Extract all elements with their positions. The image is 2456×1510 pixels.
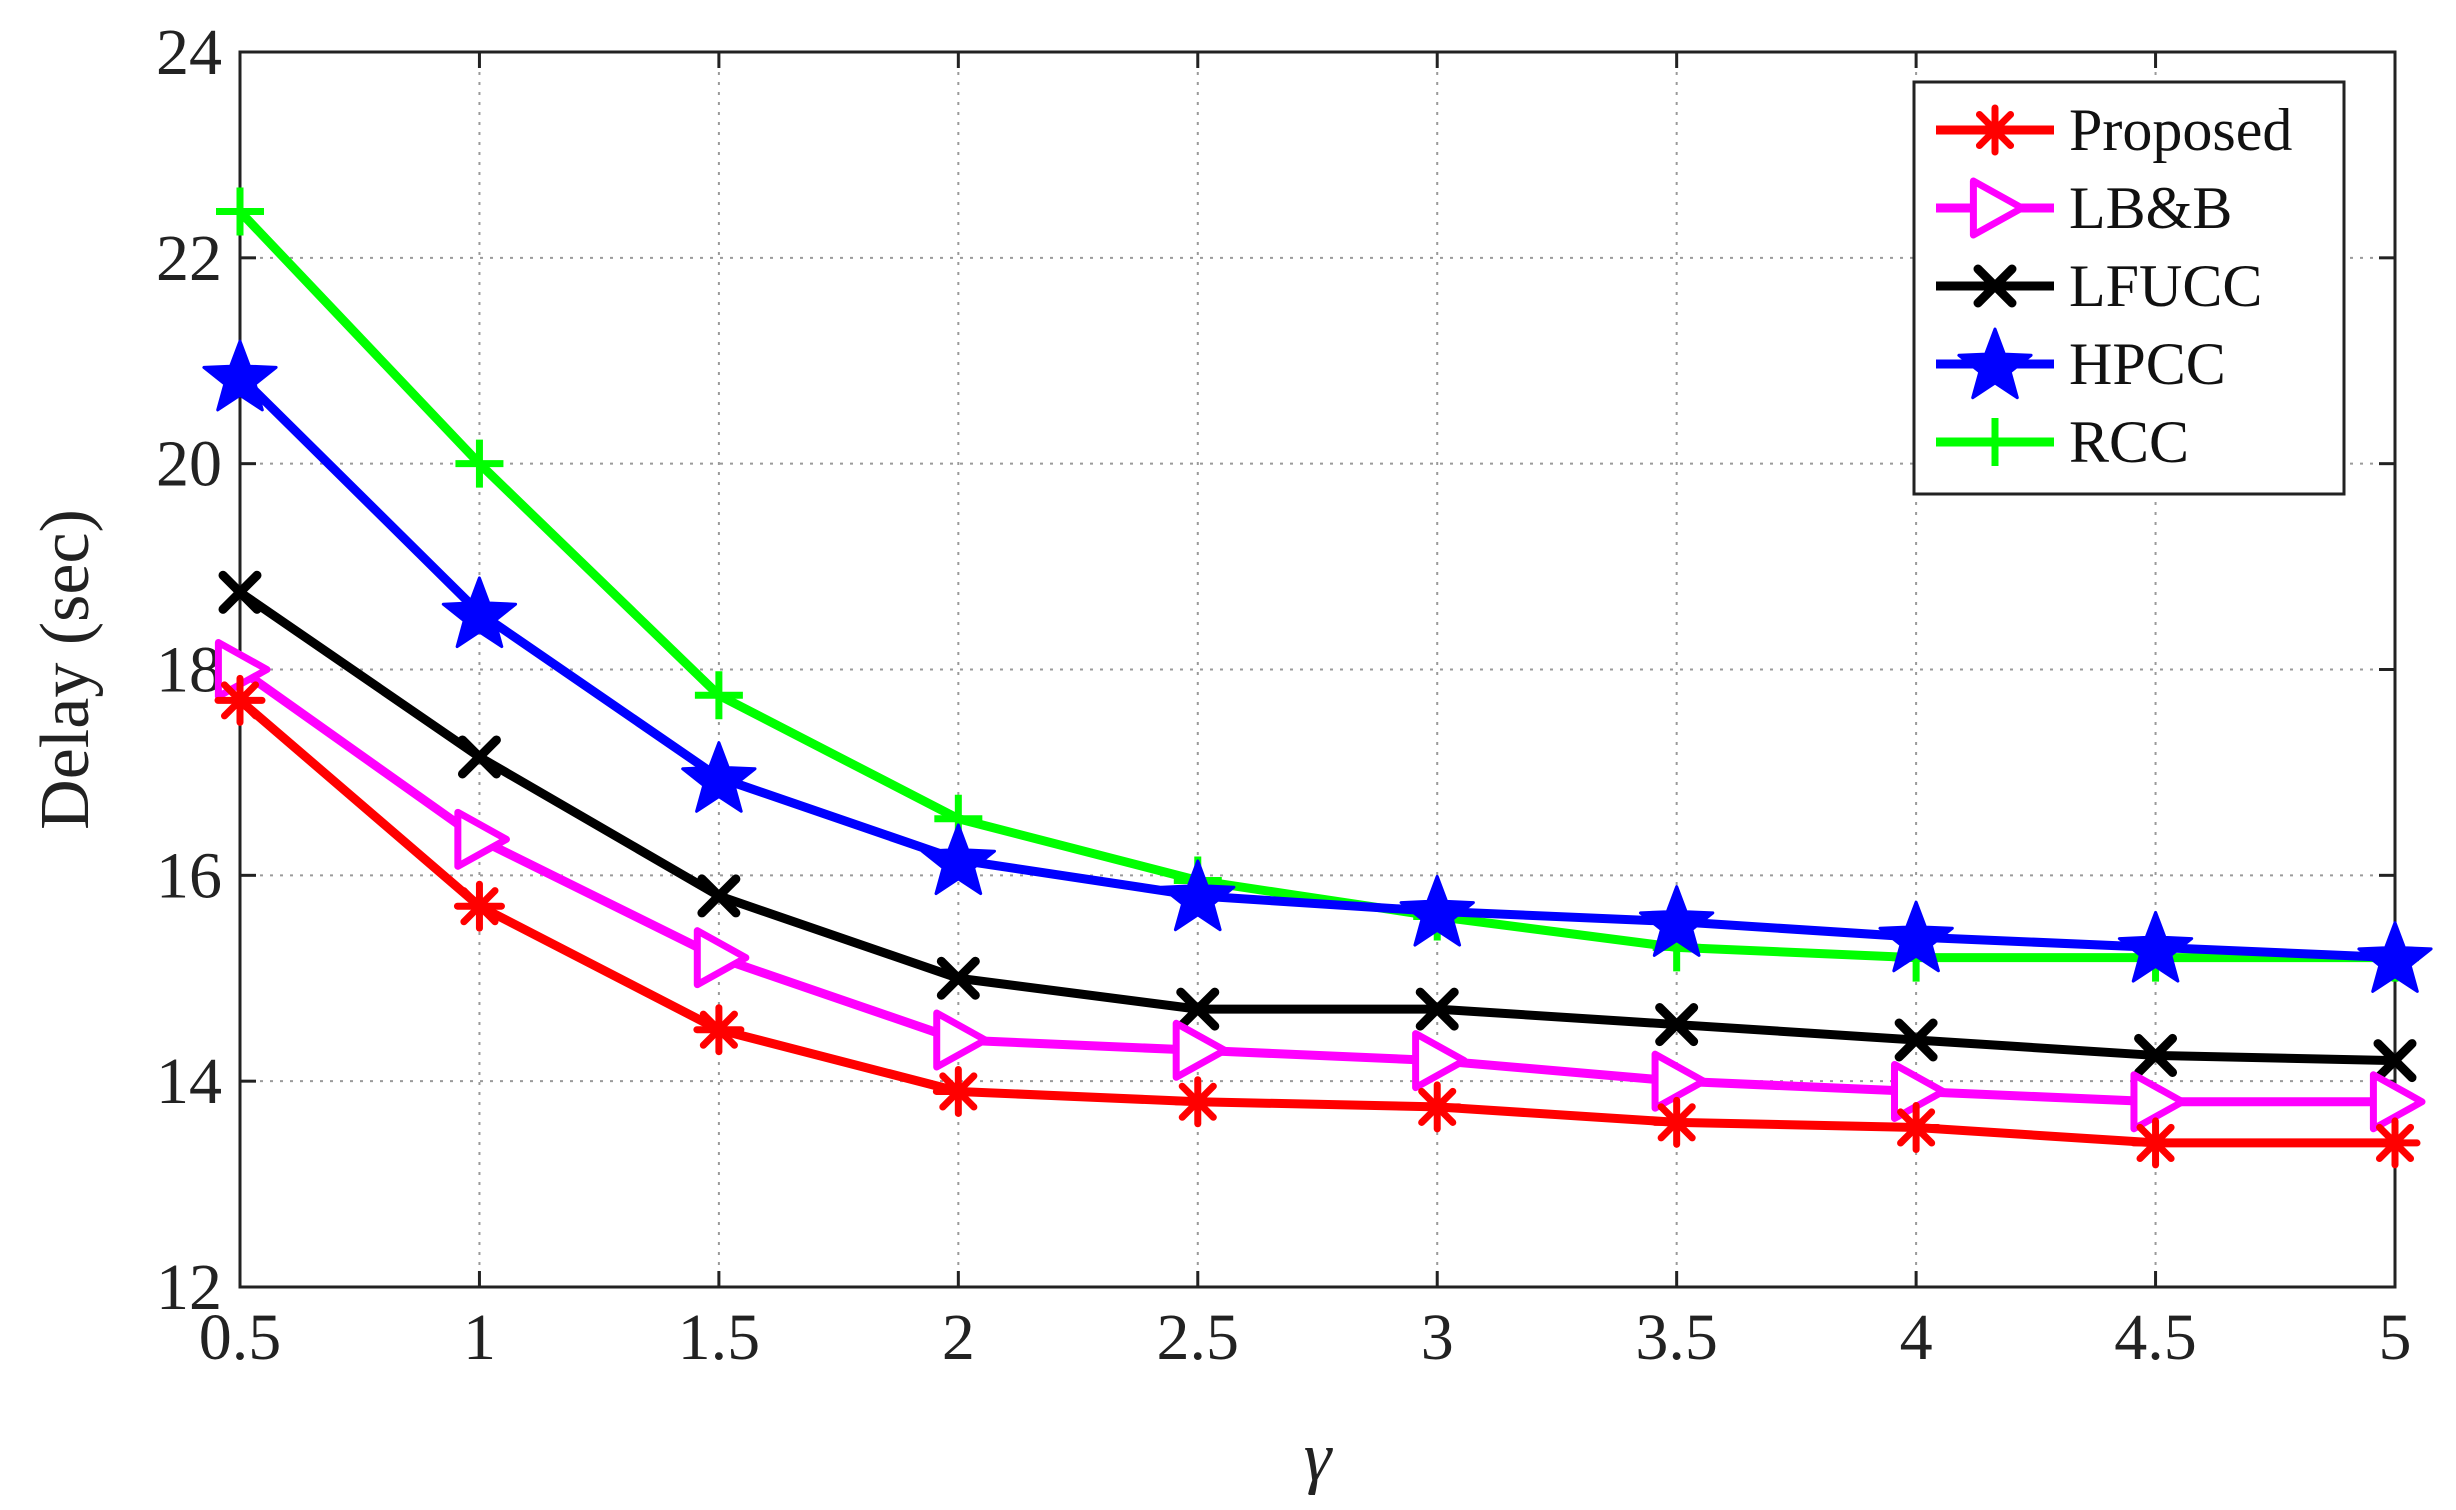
data-point-lfucc bbox=[1415, 987, 1459, 1031]
data-point-rcc bbox=[694, 671, 743, 720]
data-point-hpcc bbox=[1878, 900, 1954, 973]
series-lb-b bbox=[214, 639, 2426, 1133]
data-point-lb-b bbox=[1412, 1030, 1468, 1092]
data-point-lfucc bbox=[1655, 1003, 1699, 1047]
series-proposed bbox=[214, 674, 2421, 1169]
data-point-proposed bbox=[2369, 1117, 2421, 1169]
data-point-hpcc bbox=[2117, 910, 2194, 983]
legend-label: RCC bbox=[2069, 409, 2189, 475]
x-tick-label: 1 bbox=[463, 1301, 496, 1374]
data-point-lfucc bbox=[2373, 1039, 2417, 1083]
legend-label: LFUCC bbox=[2069, 253, 2262, 319]
x-tick-label: 4.5 bbox=[2114, 1301, 2197, 1374]
legend-marker-rcc bbox=[1971, 418, 2019, 466]
data-point-proposed bbox=[453, 880, 505, 932]
data-point-hpcc bbox=[2357, 921, 2433, 993]
data-point-lb-b bbox=[1172, 1019, 1229, 1081]
legend-marker-lfucc bbox=[1973, 264, 2017, 308]
y-tick-label: 16 bbox=[156, 839, 222, 912]
data-point-hpcc bbox=[1160, 859, 1236, 932]
data-point-lb-b bbox=[454, 808, 510, 870]
data-point-rcc bbox=[455, 439, 504, 488]
x-tick-label: 4 bbox=[1900, 1301, 1933, 1374]
data-point-lfucc bbox=[936, 956, 980, 1000]
x-tick-label: 3 bbox=[1421, 1301, 1454, 1374]
data-point-proposed bbox=[1651, 1096, 1703, 1148]
legend-marker-lb-b bbox=[1969, 177, 2026, 239]
data-point-proposed bbox=[693, 1004, 745, 1056]
x-tick-label: 2.5 bbox=[1157, 1301, 1240, 1374]
y-tick-label: 18 bbox=[156, 634, 222, 707]
legend-item-rcc: RCC bbox=[1936, 409, 2189, 475]
data-point-lb-b bbox=[1651, 1050, 1708, 1112]
legend-item-proposed: Proposed bbox=[1936, 97, 2292, 163]
data-point-hpcc bbox=[202, 339, 278, 412]
x-tick-label: 5 bbox=[2379, 1301, 2412, 1374]
data-point-lfucc bbox=[2134, 1033, 2178, 1077]
x-tick-label: 2 bbox=[942, 1301, 975, 1374]
legend-marker-hpcc bbox=[1957, 327, 2033, 400]
legend-label: Proposed bbox=[2069, 97, 2292, 163]
data-point-hpcc bbox=[681, 741, 757, 813]
data-point-hpcc bbox=[1639, 885, 1715, 957]
data-point-rcc bbox=[216, 187, 264, 236]
data-point-lb-b bbox=[2130, 1071, 2187, 1133]
legend-item-lfucc: LFUCC bbox=[1936, 253, 2262, 319]
data-point-proposed bbox=[1890, 1101, 1942, 1153]
data-point-proposed bbox=[932, 1065, 984, 1117]
series-line-rcc bbox=[236, 208, 2395, 963]
y-tick-label: 22 bbox=[156, 222, 222, 295]
data-point-proposed bbox=[214, 674, 266, 726]
y-tick-label: 24 bbox=[156, 16, 222, 89]
data-point-lfucc bbox=[457, 735, 501, 779]
data-point-hpcc bbox=[920, 823, 996, 896]
data-point-lb-b bbox=[693, 927, 750, 989]
x-tick-label: 1.5 bbox=[678, 1301, 761, 1374]
y-tick-label: 14 bbox=[156, 1045, 222, 1118]
legend-item-lb-b: LB&B bbox=[1936, 175, 2232, 241]
y-axis-label: Delay (sec) bbox=[27, 509, 104, 830]
data-point-proposed bbox=[1411, 1081, 1463, 1133]
axis-ticks: 0.5 1 1.5 2 2.5 3 3.5 4 4.5 5 12 14 16 18 20 22 24 bbox=[156, 16, 2412, 1374]
series-line-lfucc bbox=[237, 588, 2396, 1066]
legend-marker-proposed bbox=[1969, 104, 2021, 156]
x-tick-label: 3.5 bbox=[1635, 1301, 1718, 1374]
series-group bbox=[202, 187, 2433, 1169]
data-point-proposed bbox=[1172, 1076, 1224, 1128]
data-point-lfucc bbox=[1894, 1018, 1938, 1062]
data-point-lb-b bbox=[2369, 1071, 2426, 1133]
series-line-lb-b bbox=[237, 665, 2395, 1107]
series-lfucc bbox=[218, 570, 2417, 1083]
data-point-lfucc bbox=[1176, 987, 1220, 1031]
data-point-hpcc bbox=[441, 576, 518, 649]
x-tick-label: 0.5 bbox=[199, 1301, 282, 1374]
legend: Proposed LB&B LFUCC HPCC RCC bbox=[1912, 80, 2346, 496]
data-point-lfucc bbox=[697, 874, 741, 918]
legend-label: LB&B bbox=[2069, 175, 2232, 241]
series-line-hpcc bbox=[236, 372, 2396, 963]
series-line-proposed bbox=[237, 696, 2395, 1148]
data-point-lfucc bbox=[218, 570, 262, 614]
legend-label: HPCC bbox=[2069, 331, 2226, 397]
data-point-hpcc bbox=[1399, 874, 1475, 947]
data-point-proposed bbox=[2130, 1117, 2182, 1169]
y-tick-label: 20 bbox=[156, 428, 222, 501]
y-tick-label: 12 bbox=[156, 1251, 222, 1324]
legend-item-hpcc: HPCC bbox=[1936, 327, 2226, 400]
data-point-lb-b bbox=[933, 1009, 989, 1071]
x-axis-label: γ bbox=[1304, 1419, 1334, 1496]
series-hpcc bbox=[202, 339, 2433, 993]
